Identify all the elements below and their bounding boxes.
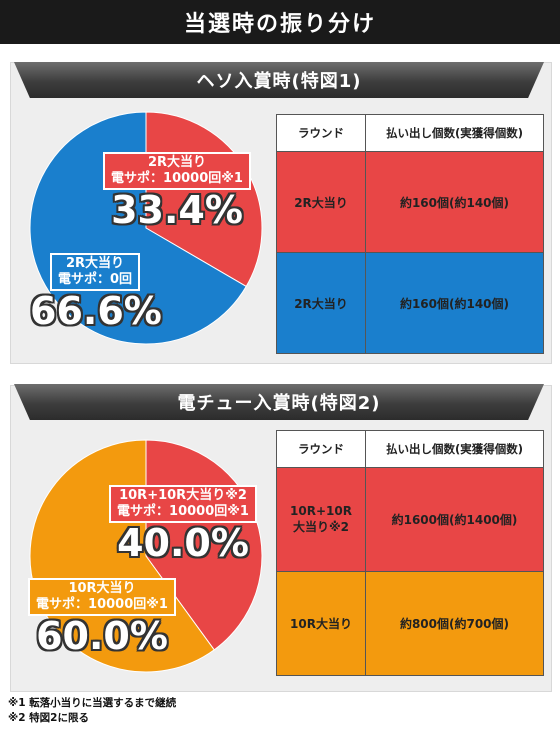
table-row: 10R大当り 約800個(約700個)	[276, 571, 544, 676]
round-cell: 10R大当り	[276, 571, 366, 676]
round-cell: 2R大当り	[276, 252, 366, 354]
table-row: 10R+10R 大当り※2 約1600個(約1400個)	[276, 467, 544, 572]
column-header-round: ラウンド	[276, 114, 366, 152]
section-title-tokuzu2: 電チュー入賞時(特図2)	[14, 384, 544, 420]
payout-table-tokuzu1: ラウンド 払い出し個数(実獲得個数) 2R大当り 約160個(約140個) 2R…	[276, 114, 544, 354]
page-title: 当選時の振り分け	[0, 0, 560, 44]
pie1-red-percent: 33.4%	[111, 188, 243, 232]
pie2-slice-label-orange: 10R大当り 電サポ：10000回※1 60.0%	[12, 578, 192, 656]
pie2-orange-caption: 10R大当り 電サポ：10000回※1	[28, 578, 176, 616]
round-cell-line1: 10R+10R	[290, 504, 352, 518]
pie2-orange-line1: 10R大当り	[68, 581, 136, 596]
payout-cell: 約160個(約140個)	[365, 151, 544, 253]
pie1-blue-percent: 66.6%	[30, 289, 162, 333]
footnote-1: ※1 転落小当りに当選するまで継続	[8, 697, 177, 709]
payout-cell: 約1600個(約1400個)	[365, 467, 544, 572]
pie1-blue-caption: 2R大当り 電サポ：0回	[49, 253, 141, 291]
pie2-orange-line2: 電サポ：10000回※1	[36, 597, 168, 612]
pie2-red-line2: 電サポ：10000回※1	[117, 504, 249, 519]
pie2-red-percent: 40.0%	[117, 521, 249, 565]
pie2-slice-label-red: 10R+10R大当り※2 電サポ：10000回※1 40.0%	[98, 485, 268, 563]
column-header-round: ラウンド	[276, 430, 366, 468]
column-header-payout: 払い出し個数(実獲得個数)	[365, 430, 544, 468]
footnote-2: ※2 特図2に限る	[8, 712, 89, 724]
pie2-red-line1: 10R+10R大当り※2	[119, 488, 247, 503]
table-header-row: ラウンド 払い出し個数(実獲得個数)	[276, 430, 544, 468]
pie1-slice-label-blue: 2R大当り 電サポ：0回 66.6%	[30, 253, 162, 333]
footnotes: ※1 転落小当りに当選するまで継続 ※2 特図2に限る	[8, 696, 176, 726]
pie1-blue-line1: 2R大当り	[65, 256, 125, 271]
payout-cell: 約800個(約700個)	[365, 571, 544, 676]
round-cell-line2: 大当り※2	[292, 520, 350, 534]
section-title-tokuzu1: ヘソ入賞時(特図1)	[14, 62, 544, 98]
table-row: 2R大当り 約160個(約140個)	[276, 151, 544, 253]
pie1-slice-label-red: 2R大当り 電サポ：10000回※1 33.4%	[92, 152, 262, 230]
payout-table-tokuzu2: ラウンド 払い出し個数(実獲得個数) 10R+10R 大当り※2 約1600個(…	[276, 430, 544, 676]
pie2-orange-percent: 60.0%	[36, 614, 168, 658]
pie1-red-caption: 2R大当り 電サポ：10000回※1	[103, 152, 251, 190]
column-header-payout: 払い出し個数(実獲得個数)	[365, 114, 544, 152]
pie1-red-line2: 電サポ：10000回※1	[111, 171, 243, 186]
pie1-red-line1: 2R大当り	[147, 155, 207, 170]
round-cell: 2R大当り	[276, 151, 366, 253]
table-row: 2R大当り 約160個(約140個)	[276, 252, 544, 354]
payout-cell: 約160個(約140個)	[365, 252, 544, 354]
table-header-row: ラウンド 払い出し個数(実獲得個数)	[276, 114, 544, 152]
pie1-blue-line2: 電サポ：0回	[57, 272, 133, 287]
pie2-red-caption: 10R+10R大当り※2 電サポ：10000回※1	[109, 485, 257, 523]
round-cell: 10R+10R 大当り※2	[276, 467, 366, 572]
